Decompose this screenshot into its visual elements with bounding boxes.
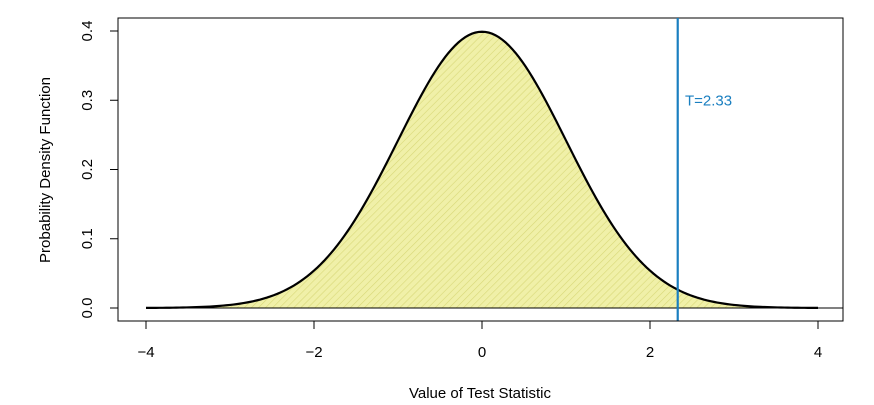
density-curve [145,30,819,310]
x-axis: −4 −2 0 2 4 [137,320,822,361]
x-tick-label: 0 [478,344,486,361]
y-tick-label: 0.1 [79,228,96,249]
y-tick-label: 0.2 [79,159,96,180]
y-axis: 0.0 0.1 0.2 0.3 0.4 [79,21,119,319]
y-tick-label: 0.3 [79,90,96,111]
y-tick-label: 0.4 [79,21,96,42]
y-tick-label: 0.0 [79,298,96,319]
x-axis-label: Value of Test Statistic [409,385,552,402]
x-tick-label: −4 [137,344,154,361]
x-tick-label: 4 [814,344,822,361]
x-tick-label: 2 [646,344,654,361]
y-axis-label: Probability Density Function [37,77,54,263]
x-tick-label: −2 [305,344,322,361]
density-fill-area [146,31,818,308]
test-statistic-label: T=2.33 [685,92,732,109]
